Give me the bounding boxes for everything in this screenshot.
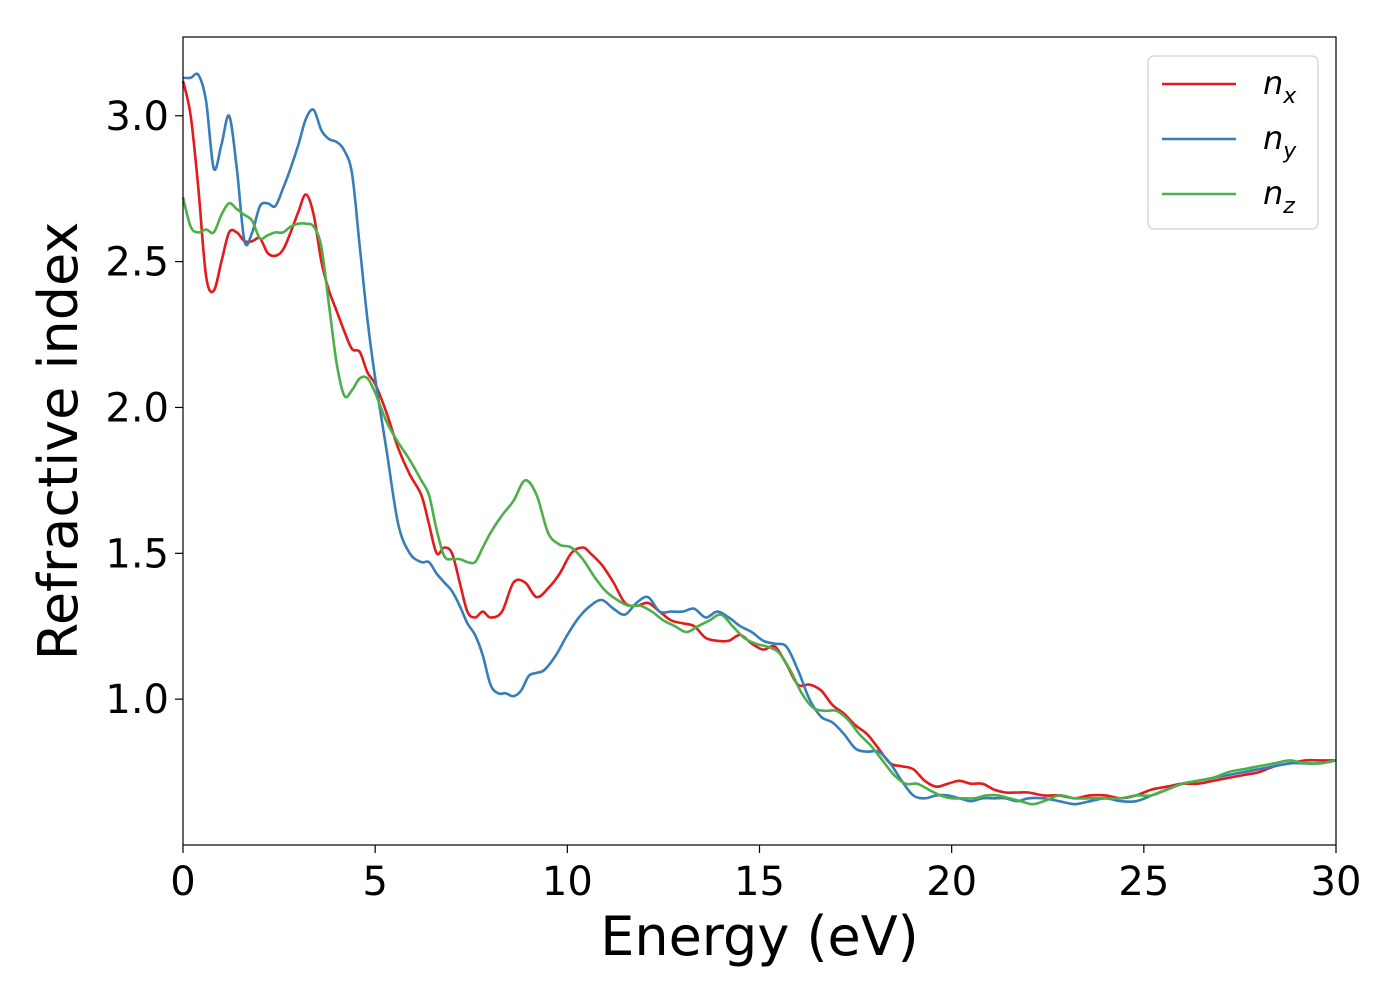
series-layer	[181, 72, 1337, 806]
y-tick-label: 1.5	[105, 531, 169, 577]
legend-label-subscript: z	[1282, 194, 1295, 219]
y-tick-label: 2.5	[105, 240, 169, 286]
y-tick-label: 2.0	[105, 385, 169, 431]
legend-label-base: n	[1263, 64, 1283, 102]
legend-box	[1147, 55, 1319, 230]
legend-label-ny: ny	[1263, 119, 1297, 164]
x-tick-label: 25	[1118, 859, 1169, 905]
y-axis-title: Refractive index	[27, 222, 90, 661]
series-line-nz	[181, 197, 1337, 806]
legend-label-base: n	[1263, 119, 1283, 157]
y-tick-label: 3.0	[105, 94, 169, 140]
legend-label-subscript: y	[1282, 139, 1297, 164]
x-tick-label: 15	[734, 859, 785, 905]
legend-label-base: n	[1263, 174, 1283, 212]
x-axis-ticks: 0 5 10 15 20 25 30	[170, 845, 1361, 905]
x-tick-label: 5	[362, 859, 387, 905]
legend-label-subscript: x	[1282, 84, 1297, 109]
y-tick-label: 1.0	[105, 677, 169, 723]
x-axis-title: Energy (eV)	[600, 905, 919, 968]
legend-label-nz: nz	[1263, 174, 1295, 219]
x-tick-label: 30	[1311, 859, 1362, 905]
x-tick-label: 20	[926, 859, 977, 905]
y-axis-ticks: 1.0 1.5 2.0 2.5 3.0	[105, 94, 183, 723]
legend-label-nx: nx	[1263, 64, 1297, 109]
x-tick-label: 10	[542, 859, 593, 905]
series-line-ny	[182, 72, 1337, 806]
x-tick-label: 0	[170, 859, 195, 905]
